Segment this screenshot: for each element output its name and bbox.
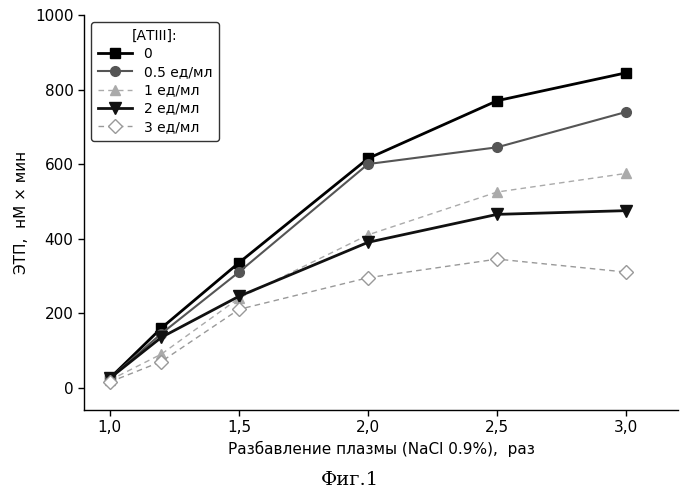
2 ед/мл — [364, 240, 373, 246]
X-axis label: Разбавление плазмы (NaCl 0.9%),  раз: Разбавление плазмы (NaCl 0.9%), раз — [227, 441, 535, 457]
0 — [493, 98, 501, 103]
1 ед/мл — [364, 232, 373, 238]
3 ед/мл — [622, 269, 630, 275]
Text: Фиг.1: Фиг.1 — [320, 471, 379, 489]
3 ед/мл — [493, 256, 501, 262]
0 — [106, 376, 114, 382]
0.5 ед/мл — [157, 330, 166, 336]
1 ед/мл — [622, 170, 630, 176]
0.5 ед/мл — [235, 269, 243, 275]
1 ед/мл — [157, 351, 166, 357]
2 ед/мл — [493, 212, 501, 218]
3 ед/мл — [364, 274, 373, 280]
0.5 ед/мл — [364, 161, 373, 167]
1 ед/мл — [235, 295, 243, 301]
2 ед/мл — [235, 294, 243, 300]
1 ед/мл — [493, 189, 501, 195]
0.5 ед/мл — [622, 109, 630, 115]
2 ед/мл — [106, 376, 114, 382]
2 ед/мл — [157, 334, 166, 340]
1 ед/мл — [106, 377, 114, 383]
0 — [622, 70, 630, 76]
2 ед/мл — [622, 208, 630, 214]
Line: 1 ед/мл: 1 ед/мл — [105, 168, 631, 385]
Y-axis label: ЭТП,  нМ × мин: ЭТП, нМ × мин — [15, 151, 29, 274]
0.5 ед/мл — [106, 376, 114, 382]
Line: 2 ед/мл: 2 ед/мл — [104, 205, 632, 384]
3 ед/мл — [157, 358, 166, 364]
0 — [235, 260, 243, 266]
3 ед/мл — [235, 306, 243, 312]
Line: 0: 0 — [105, 68, 631, 383]
Line: 0.5 ед/мл: 0.5 ед/мл — [105, 107, 631, 383]
0 — [364, 156, 373, 162]
Line: 3 ед/мл: 3 ед/мл — [105, 254, 631, 387]
3 ед/мл — [106, 379, 114, 385]
0.5 ед/мл — [493, 144, 501, 150]
Legend: 0, 0.5 ед/мл, 1 ед/мл, 2 ед/мл, 3 ед/мл: 0, 0.5 ед/мл, 1 ед/мл, 2 ед/мл, 3 ед/мл — [91, 22, 219, 141]
0 — [157, 325, 166, 331]
